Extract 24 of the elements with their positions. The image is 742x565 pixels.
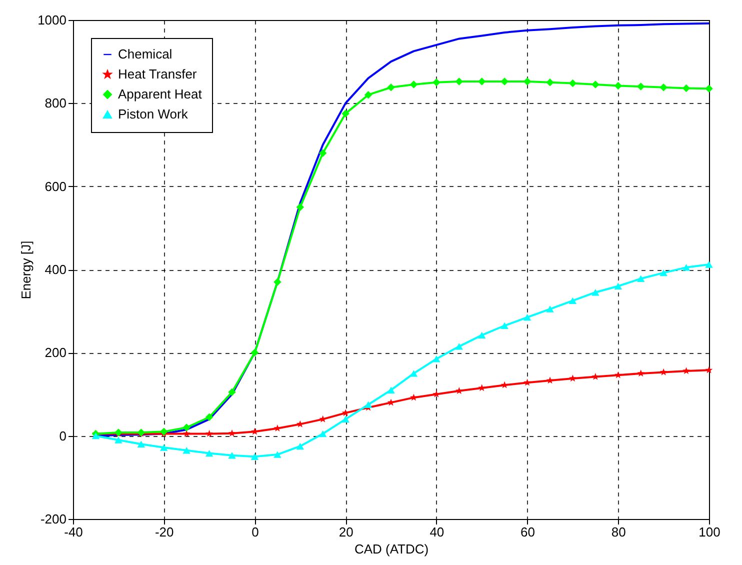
- y-tick-label: 800: [44, 96, 66, 111]
- y-tick-label: 200: [44, 345, 66, 360]
- x-axis-title: CAD (ATDC): [354, 542, 429, 556]
- x-tick-label: 20: [338, 524, 354, 540]
- legend-label: Piston Work: [118, 106, 188, 122]
- y-tick-label: -200: [40, 512, 66, 526]
- x-tick-label: 60: [520, 524, 536, 540]
- x-tick-label: -40: [64, 524, 83, 540]
- legend-label: Apparent Heat: [118, 86, 202, 102]
- legend-label: Heat Transfer: [118, 66, 198, 82]
- x-tick-label: 80: [611, 524, 626, 540]
- x-tick-label: 40: [430, 524, 444, 540]
- point: [705, 366, 713, 374]
- point: [705, 261, 713, 268]
- y-tick-label: 1000: [38, 12, 66, 28]
- x-tick-label: 100: [698, 524, 720, 540]
- x-tick-label: 0: [252, 524, 259, 540]
- legend-label: Chemical: [118, 46, 172, 62]
- y-axis-title: Energy [J]: [18, 240, 34, 300]
- y-tick-label: 600: [44, 178, 66, 194]
- y-tick-label: 0: [59, 428, 66, 444]
- y-tick-label: 400: [44, 262, 66, 277]
- point: [705, 84, 713, 92]
- x-tick-label: -20: [154, 524, 174, 540]
